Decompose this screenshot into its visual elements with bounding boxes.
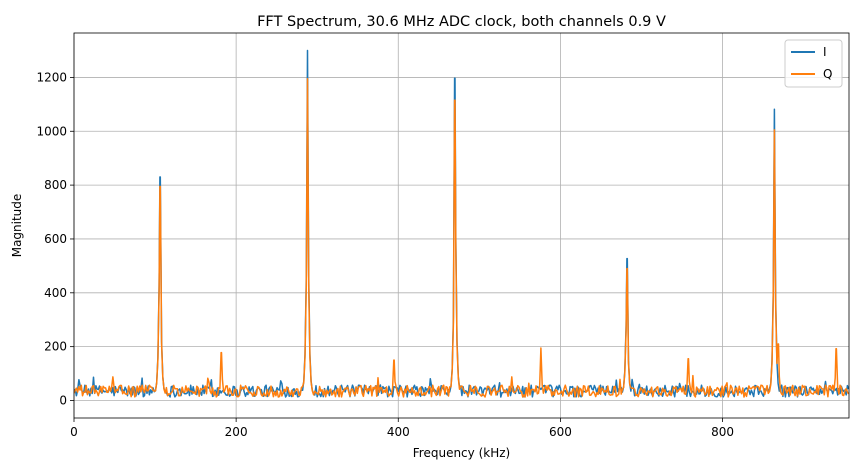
y-tick-label: 200 [44,340,67,354]
ticks: 0 200 400 600 800 0 200 400 600 800 1000 1200 [36,70,734,439]
series-line-q [74,78,849,398]
y-tick-label: 1200 [36,70,67,84]
y-tick-label: 400 [44,286,67,300]
y-axis-label: Magnitude [10,194,24,258]
legend: I Q [784,39,843,88]
x-tick-label: 0 [70,425,78,439]
x-axis-label: Frequency (kHz) [413,446,510,460]
legend-label-q: Q [823,67,832,81]
x-tick-label: 800 [711,425,734,439]
x-tick-label: 200 [225,425,248,439]
y-tick-label: 0 [59,394,67,408]
series-layer [74,49,849,398]
y-tick-label: 1000 [36,124,67,138]
y-tick-label: 800 [44,178,67,192]
legend-label-i: I [823,45,827,59]
y-tick-label: 600 [44,232,67,246]
chart-title: FFT Spectrum, 30.6 MHz ADC clock, both c… [257,14,666,30]
x-tick-label: 600 [549,425,572,439]
grid [73,33,849,418]
x-tick-label: 400 [387,425,410,439]
legend-box [784,39,843,88]
plot-frame [73,32,850,419]
